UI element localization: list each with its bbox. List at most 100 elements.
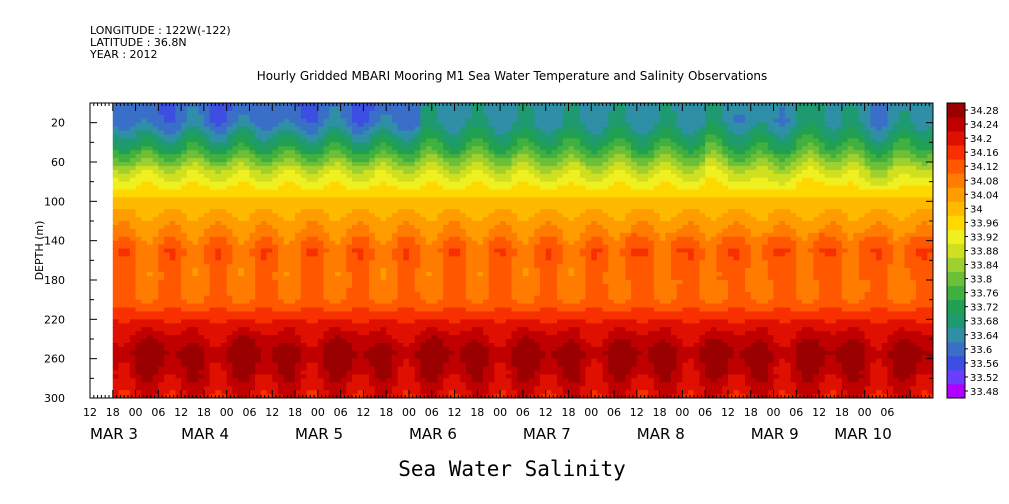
heatmap-cell <box>272 122 279 128</box>
heatmap-cell <box>146 193 154 198</box>
heatmap-cell <box>323 335 330 340</box>
heatmap-cell <box>112 346 120 352</box>
heatmap-cell <box>317 382 325 387</box>
heatmap-cell <box>426 138 433 143</box>
heatmap-cell <box>317 295 325 301</box>
heatmap-cell <box>454 260 461 265</box>
heatmap-cell <box>420 173 427 179</box>
heatmap-cell <box>260 280 268 285</box>
heatmap-cell <box>374 240 382 246</box>
heatmap-cell <box>426 134 433 139</box>
heatmap-cell <box>329 323 336 328</box>
heatmap-cell <box>454 217 461 222</box>
heatmap-cell <box>186 268 194 273</box>
heatmap-cell <box>317 268 325 273</box>
heatmap-cell <box>215 378 222 383</box>
heatmap-cell <box>386 118 393 124</box>
heatmap-cell <box>391 374 399 379</box>
heatmap-cell <box>363 118 370 124</box>
heatmap-cell <box>408 295 416 301</box>
heatmap-cell <box>477 197 484 202</box>
heatmap-cell <box>283 331 290 336</box>
heatmap-cell <box>369 291 376 297</box>
heatmap-cell <box>386 299 393 305</box>
heatmap-cell <box>118 394 125 398</box>
heatmap-cell <box>277 236 285 242</box>
heatmap-cell <box>146 185 154 191</box>
heatmap-cell <box>243 382 251 387</box>
heatmap-cell <box>483 276 490 281</box>
heatmap-cell <box>215 138 222 143</box>
heatmap-cell <box>277 264 285 269</box>
heatmap-cell <box>118 260 125 265</box>
heatmap-cell <box>272 221 279 226</box>
heatmap-cell <box>198 291 205 297</box>
heatmap-cell <box>483 346 490 352</box>
heatmap-cell <box>363 248 370 254</box>
heatmap-cell <box>483 339 490 344</box>
heatmap-cell <box>346 378 353 383</box>
heatmap-cell <box>203 295 211 301</box>
heatmap-cell <box>249 276 256 281</box>
heatmap-cell <box>477 366 484 372</box>
heatmap-cell <box>408 307 416 313</box>
heatmap-cell <box>465 335 473 340</box>
heatmap-cell <box>158 378 165 383</box>
heatmap-cell <box>192 362 199 368</box>
heatmap-cell <box>414 358 421 364</box>
heatmap-cell <box>443 264 450 269</box>
heatmap-cell <box>340 378 347 383</box>
heatmap-cell <box>391 110 399 116</box>
heatmap-cell <box>300 189 308 195</box>
heatmap-cell <box>397 142 404 147</box>
heatmap-cell <box>346 244 353 250</box>
heatmap-cell <box>420 232 427 238</box>
heatmap-cell <box>369 268 376 273</box>
heatmap-cell <box>426 390 433 395</box>
heatmap-cell <box>175 331 182 336</box>
heatmap-cell <box>408 264 416 269</box>
heatmap-cell <box>289 236 296 242</box>
heatmap-cell <box>357 165 365 171</box>
heatmap-cell <box>135 252 142 257</box>
heatmap-cell <box>283 205 290 210</box>
heatmap-cell <box>426 268 433 273</box>
heatmap-cell <box>255 122 262 128</box>
heatmap-cell <box>477 319 484 324</box>
heatmap-cell <box>158 217 165 222</box>
heatmap-cell <box>380 134 387 139</box>
heatmap-cell <box>112 138 120 143</box>
heatmap-cell <box>158 280 165 285</box>
heatmap-cell <box>272 272 279 277</box>
heatmap-cell <box>135 382 142 387</box>
heatmap-cell <box>306 374 313 379</box>
heatmap-cell <box>209 390 216 395</box>
heatmap-cell <box>249 232 256 238</box>
heatmap-cell <box>374 150 382 155</box>
heatmap-cell <box>443 319 450 324</box>
heatmap-cell <box>465 185 473 191</box>
heatmap-cell <box>112 342 120 348</box>
heatmap-cell <box>477 331 484 336</box>
heatmap-cell <box>437 185 444 191</box>
heatmap-cell <box>169 158 177 163</box>
heatmap-cell <box>408 110 416 116</box>
heatmap-cell <box>465 118 473 124</box>
heatmap-cell <box>363 146 370 151</box>
heatmap-cell <box>352 295 359 301</box>
heatmap-cell <box>129 315 137 320</box>
heatmap-cell <box>215 382 222 387</box>
heatmap-cell <box>255 378 262 383</box>
heatmap-cell <box>340 236 347 242</box>
heatmap-cell <box>465 295 473 301</box>
heatmap-cell <box>317 209 325 214</box>
heatmap-cell <box>408 339 416 344</box>
heatmap-cell <box>420 264 427 269</box>
heatmap-cell <box>306 283 313 289</box>
heatmap-cell <box>158 130 165 136</box>
heatmap-cell <box>414 354 421 360</box>
longitude-label: LONGITUDE : 122W(-122) <box>90 24 231 37</box>
heatmap-cell <box>203 260 211 265</box>
heatmap-cell <box>209 287 216 293</box>
heatmap-cell <box>129 291 137 297</box>
